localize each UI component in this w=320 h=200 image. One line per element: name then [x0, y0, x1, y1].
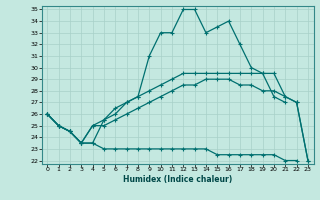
X-axis label: Humidex (Indice chaleur): Humidex (Indice chaleur)	[123, 175, 232, 184]
